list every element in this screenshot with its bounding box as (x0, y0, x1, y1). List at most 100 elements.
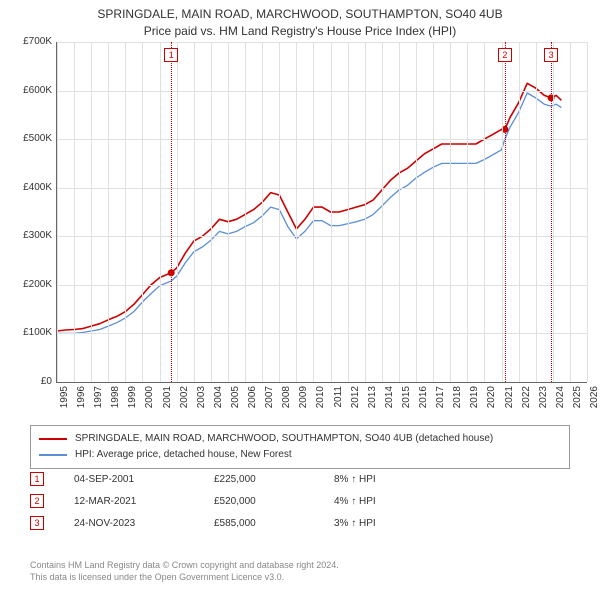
gridline-v (416, 42, 417, 382)
legend-swatch-hpi (39, 454, 67, 456)
x-axis-label: 2012 (350, 386, 361, 416)
event-date-1: 04-SEP-2001 (74, 474, 214, 485)
gridline-v (177, 42, 178, 382)
gridline-h (57, 333, 587, 334)
x-axis-label: 1997 (93, 386, 104, 416)
gridline-v (211, 42, 212, 382)
y-axis-label: £300K (12, 230, 52, 241)
gridline-v (433, 42, 434, 382)
chart-area: 123 £0£100K£200K£300K£400K£500K£600K£700… (8, 42, 592, 420)
event-index-2: 2 (30, 494, 44, 508)
gridline-h (57, 91, 587, 92)
gridline-v (450, 42, 451, 382)
event-price-2: £520,000 (214, 496, 334, 507)
gridline-v (348, 42, 349, 382)
gridline-v (228, 42, 229, 382)
x-axis-label: 2004 (213, 386, 224, 416)
event-marker: 2 (498, 48, 512, 62)
event-price-3: £585,000 (214, 518, 334, 529)
footer: Contains HM Land Registry data © Crown c… (30, 559, 339, 584)
gridline-v (536, 42, 537, 382)
x-axis-label: 2013 (367, 386, 378, 416)
x-axis-label: 2006 (247, 386, 258, 416)
x-axis-label: 2018 (452, 386, 463, 416)
plot-region: 123 (56, 42, 587, 383)
series-svg (57, 42, 587, 382)
x-axis-label: 1995 (59, 386, 70, 416)
chart-title-line1: SPRINGDALE, MAIN ROAD, MARCHWOOD, SOUTHA… (0, 6, 600, 23)
gridline-h (57, 139, 587, 140)
x-axis-label: 2022 (521, 386, 532, 416)
gridline-v (142, 42, 143, 382)
gridline-v (279, 42, 280, 382)
series-property (57, 83, 561, 331)
footer-line1: Contains HM Land Registry data © Crown c… (30, 559, 339, 572)
legend-label-property: SPRINGDALE, MAIN ROAD, MARCHWOOD, SOUTHA… (75, 431, 493, 447)
event-line (171, 42, 172, 382)
x-axis-label: 2019 (469, 386, 480, 416)
event-line (551, 42, 552, 382)
x-axis-label: 2026 (589, 386, 600, 416)
x-axis-label: 2008 (281, 386, 292, 416)
gridline-v (382, 42, 383, 382)
gridline-v (57, 42, 58, 382)
gridline-v (108, 42, 109, 382)
x-axis-label: 2023 (538, 386, 549, 416)
gridline-v (399, 42, 400, 382)
x-axis-label: 2024 (555, 386, 566, 416)
x-axis-label: 2010 (315, 386, 326, 416)
event-date-3: 24-NOV-2023 (74, 518, 214, 529)
event-index-1: 1 (30, 472, 44, 486)
events-row-3: 3 24-NOV-2023 £585,000 3% ↑ HPI (30, 512, 570, 534)
events-row-1: 1 04-SEP-2001 £225,000 8% ↑ HPI (30, 468, 570, 490)
gridline-h (57, 188, 587, 189)
gridline-v (91, 42, 92, 382)
x-axis-label: 2007 (264, 386, 275, 416)
gridline-v (74, 42, 75, 382)
x-axis-label: 2021 (504, 386, 515, 416)
legend-row-hpi: HPI: Average price, detached house, New … (39, 447, 561, 463)
x-axis-label: 2009 (298, 386, 309, 416)
chart-title-block: SPRINGDALE, MAIN ROAD, MARCHWOOD, SOUTHA… (0, 0, 600, 40)
x-axis-label: 2020 (486, 386, 497, 416)
x-axis-label: 2003 (196, 386, 207, 416)
legend-row-property: SPRINGDALE, MAIN ROAD, MARCHWOOD, SOUTHA… (39, 431, 561, 447)
x-axis-label: 2001 (162, 386, 173, 416)
event-marker: 3 (544, 48, 558, 62)
gridline-h (57, 42, 587, 43)
gridline-h (57, 236, 587, 237)
legend-label-hpi: HPI: Average price, detached house, New … (75, 447, 292, 463)
gridline-h (57, 285, 587, 286)
y-axis-label: £100K (12, 327, 52, 338)
gridline-v (194, 42, 195, 382)
event-pct-2: 4% ↑ HPI (334, 496, 444, 507)
x-axis-label: 2005 (230, 386, 241, 416)
gridline-v (587, 42, 588, 382)
x-axis-label: 2000 (144, 386, 155, 416)
footer-line2: This data is licensed under the Open Gov… (30, 571, 339, 584)
y-axis-label: £500K (12, 133, 52, 144)
gridline-v (365, 42, 366, 382)
gridline-v (519, 42, 520, 382)
x-axis-label: 2014 (384, 386, 395, 416)
event-index-3: 3 (30, 516, 44, 530)
x-axis-label: 2002 (179, 386, 190, 416)
x-axis-label: 2015 (401, 386, 412, 416)
gridline-v (313, 42, 314, 382)
gridline-v (296, 42, 297, 382)
x-axis-label: 1996 (76, 386, 87, 416)
gridline-v (570, 42, 571, 382)
event-line (505, 42, 506, 382)
y-axis-label: £200K (12, 279, 52, 290)
x-axis-label: 2016 (418, 386, 429, 416)
gridline-v (160, 42, 161, 382)
y-axis-label: £600K (12, 85, 52, 96)
y-axis-label: £400K (12, 182, 52, 193)
y-axis-label: £700K (12, 36, 52, 47)
legend-swatch-property (39, 438, 67, 440)
gridline-v (245, 42, 246, 382)
y-axis-label: £0 (12, 376, 52, 387)
gridline-v (331, 42, 332, 382)
x-axis-label: 1998 (110, 386, 121, 416)
event-pct-3: 3% ↑ HPI (334, 518, 444, 529)
